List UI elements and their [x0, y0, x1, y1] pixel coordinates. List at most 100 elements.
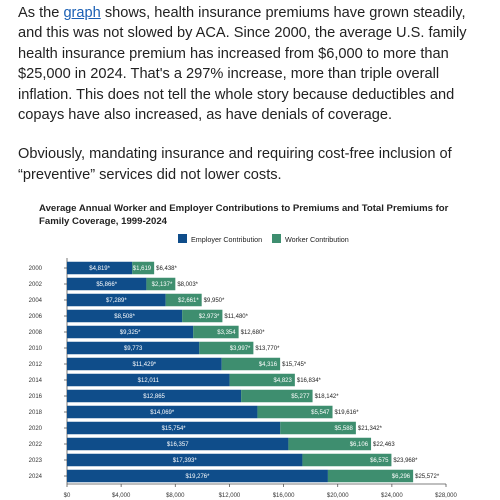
bar-employer — [67, 373, 230, 387]
data-label-worker: $3,354 — [217, 330, 236, 336]
y-tick-label: 2010 — [29, 346, 43, 352]
bar-worker — [302, 453, 392, 467]
x-tick-label: $20,000 — [327, 493, 349, 499]
legend-label-employer: Employer Contribution — [191, 235, 262, 244]
bar-worker — [199, 341, 254, 355]
data-label-employer: $5,866* — [96, 282, 117, 288]
data-label-employer: $9,773 — [124, 346, 143, 352]
bar-worker — [165, 293, 202, 307]
bar-employer — [67, 293, 166, 307]
legend-swatch-worker — [272, 234, 281, 243]
bar-worker — [257, 405, 333, 419]
y-tick-label: 2008 — [29, 330, 43, 336]
bar-employer — [67, 341, 200, 355]
data-label-total: $19,616* — [335, 410, 360, 416]
data-label-total: $6,438* — [156, 266, 177, 272]
bar-employer — [67, 405, 258, 419]
data-label-employer: $12,865 — [143, 394, 165, 400]
bar-employer — [67, 261, 133, 275]
data-label-worker: $6,575 — [370, 458, 389, 464]
legend-swatch-employer — [178, 234, 187, 243]
x-tick-label: $16,000 — [273, 493, 295, 499]
data-label-employer: $8,508* — [114, 314, 135, 320]
y-tick-label: 2020 — [29, 426, 43, 432]
data-label-worker: $6,106 — [350, 442, 369, 448]
bar-employer — [67, 469, 328, 483]
data-label-employer: $12,011 — [138, 378, 160, 384]
data-label-worker: $5,547 — [311, 410, 330, 416]
bar-worker — [241, 389, 313, 403]
article-paragraph-1: As the graph shows, health insurance pre… — [18, 3, 488, 125]
data-label-employer: $15,754* — [162, 426, 187, 432]
data-label-worker: $5,588 — [335, 426, 354, 432]
data-label-worker: $3,997* — [230, 346, 251, 352]
y-tick-label: 2022 — [29, 442, 43, 448]
data-label-total: $22,463 — [373, 442, 395, 448]
chart-title: Average Annual Worker and Employer Contr… — [39, 203, 449, 227]
data-label-worker: $4,316 — [259, 362, 278, 368]
data-label-employer: $11,429* — [133, 362, 157, 368]
data-label-total: $11,480* — [224, 314, 248, 320]
y-tick-label: 2004 — [29, 298, 43, 304]
x-tick-label: $0 — [64, 493, 71, 499]
y-tick-label: 2000 — [29, 266, 43, 272]
bar-employer — [67, 325, 194, 339]
data-label-worker: $2,973* — [199, 314, 220, 320]
paragraph-1-lead: As the — [18, 5, 64, 21]
x-tick-label: $8,000 — [166, 493, 185, 499]
stacked-bar-chart: Employer Contribution Worker Contribution… — [29, 234, 458, 499]
data-label-total: $13,770* — [255, 346, 280, 352]
x-tick-label: $24,000 — [381, 493, 403, 499]
y-tick-label: 2012 — [29, 362, 43, 368]
bar-worker — [146, 277, 176, 291]
bar-employer — [67, 309, 183, 323]
x-tick-label: $28,000 — [435, 493, 457, 499]
data-label-employer: $16,357 — [167, 442, 189, 448]
paragraph-1-rest: shows, health insurance premiums have gr… — [18, 5, 467, 124]
x-tick-label: $12,000 — [219, 493, 241, 499]
data-label-worker: $1,619 — [133, 266, 152, 272]
data-label-total: $25,572* — [415, 474, 440, 480]
data-label-worker: $5,277 — [291, 394, 310, 400]
data-label-worker: $2,661* — [178, 298, 199, 304]
bar-worker — [280, 421, 356, 435]
y-tick-label: 2014 — [29, 378, 43, 384]
data-label-employer: $9,325* — [120, 330, 141, 336]
data-label-employer: $4,819* — [89, 266, 110, 272]
x-tick-label: $4,000 — [112, 493, 131, 499]
bar-worker — [288, 437, 372, 451]
graph-link[interactable]: graph — [63, 5, 101, 21]
bar-worker — [132, 261, 155, 275]
data-label-total: $18,142* — [315, 394, 340, 400]
data-label-total: $12,680* — [241, 330, 266, 336]
bar-employer — [67, 389, 242, 403]
bar-employer — [67, 437, 289, 451]
data-label-worker: $6,296 — [392, 474, 411, 480]
y-tick-label: 2006 — [29, 314, 43, 320]
y-tick-label: 2018 — [29, 410, 43, 416]
bar-worker — [327, 469, 414, 483]
bar-employer — [67, 421, 281, 435]
data-label-worker: $4,823 — [274, 378, 293, 384]
bar-worker — [229, 373, 295, 387]
article-body: As the graph shows, health insurance pre… — [18, 3, 488, 185]
data-label-total: $9,950* — [204, 298, 225, 304]
bar-worker — [193, 325, 239, 339]
data-label-total: $16,834* — [297, 378, 322, 384]
data-label-total: $15,745* — [282, 362, 307, 368]
bar-worker — [221, 357, 281, 371]
bar-worker — [182, 309, 223, 323]
y-tick-label: 2023 — [29, 458, 43, 464]
data-label-employer: $17,393* — [173, 458, 198, 464]
y-tick-label: 2002 — [29, 282, 43, 288]
y-tick-label: 2016 — [29, 394, 43, 400]
data-label-total: $21,342* — [358, 426, 383, 432]
data-label-total: $23,968* — [393, 458, 418, 464]
bar-employer — [67, 453, 303, 467]
data-label-employer: $14,069* — [150, 410, 175, 416]
bar-employer — [67, 357, 222, 371]
data-label-total: $8,003* — [177, 282, 198, 288]
data-label-worker: $2,137* — [152, 282, 173, 288]
article-paragraph-2: Obviously, mandating insurance and requi… — [18, 146, 452, 183]
data-label-employer: $19,276* — [185, 474, 210, 480]
